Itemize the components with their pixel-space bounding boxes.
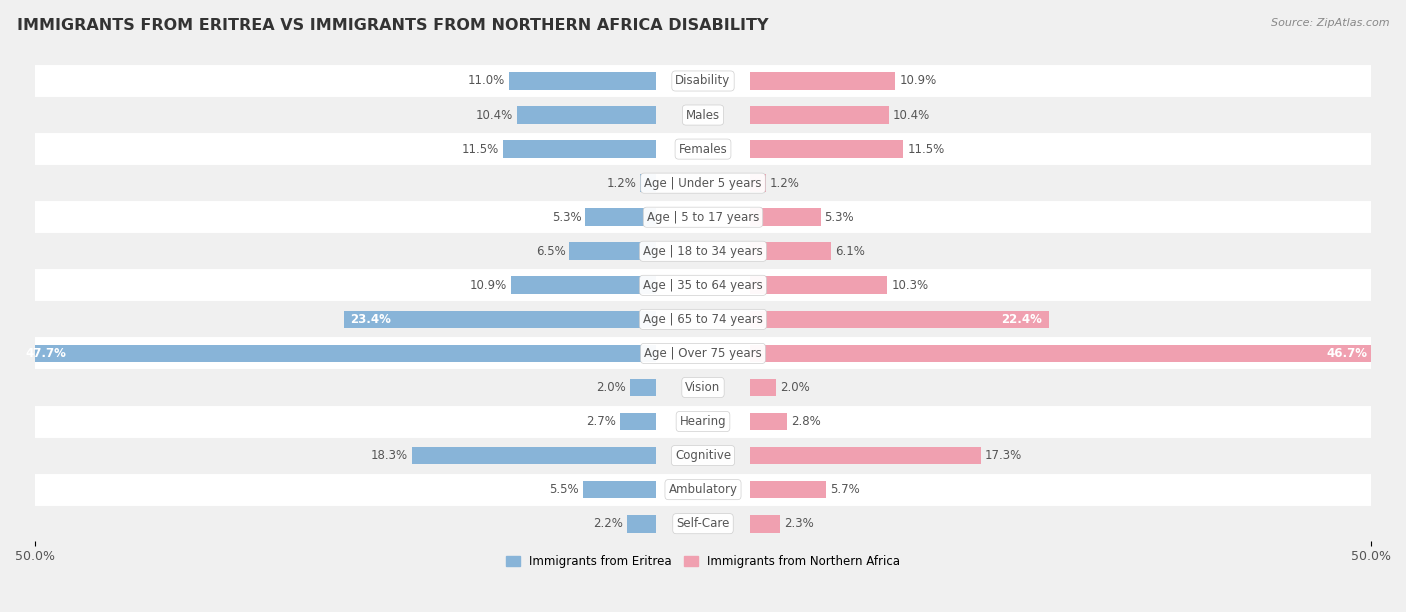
Bar — [749, 310, 1049, 328]
Bar — [749, 277, 887, 294]
Text: 5.5%: 5.5% — [550, 483, 579, 496]
Bar — [749, 242, 831, 260]
Text: 5.7%: 5.7% — [830, 483, 859, 496]
Text: Hearing: Hearing — [679, 415, 727, 428]
Bar — [412, 447, 657, 465]
Text: 23.4%: 23.4% — [350, 313, 391, 326]
Text: 2.2%: 2.2% — [593, 517, 623, 530]
Bar — [749, 208, 821, 226]
Bar — [749, 481, 825, 499]
Bar — [35, 98, 1371, 132]
Text: 6.5%: 6.5% — [536, 245, 565, 258]
Legend: Immigrants from Eritrea, Immigrants from Northern Africa: Immigrants from Eritrea, Immigrants from… — [501, 551, 905, 573]
Bar — [35, 166, 1371, 200]
Text: 2.3%: 2.3% — [785, 517, 814, 530]
Text: 5.3%: 5.3% — [824, 211, 855, 224]
Bar — [640, 174, 657, 192]
Text: Cognitive: Cognitive — [675, 449, 731, 462]
Bar — [510, 277, 657, 294]
Text: 2.0%: 2.0% — [780, 381, 810, 394]
Text: 10.4%: 10.4% — [893, 108, 929, 122]
Bar — [569, 242, 657, 260]
Bar — [35, 200, 1371, 234]
Text: 18.3%: 18.3% — [371, 449, 408, 462]
Text: 10.3%: 10.3% — [891, 279, 928, 292]
Text: 46.7%: 46.7% — [1326, 347, 1367, 360]
Bar — [749, 345, 1374, 362]
Bar — [749, 412, 787, 430]
Text: 22.4%: 22.4% — [1001, 313, 1042, 326]
Text: 11.5%: 11.5% — [907, 143, 945, 155]
Bar — [35, 64, 1371, 98]
Bar — [343, 310, 657, 328]
Bar — [35, 132, 1371, 166]
Text: 1.2%: 1.2% — [606, 177, 636, 190]
Text: Age | 18 to 34 years: Age | 18 to 34 years — [643, 245, 763, 258]
Text: Disability: Disability — [675, 75, 731, 88]
Bar — [749, 106, 889, 124]
Bar — [35, 234, 1371, 268]
Bar — [35, 268, 1371, 302]
Text: 10.9%: 10.9% — [900, 75, 936, 88]
Bar — [749, 174, 766, 192]
Text: Age | 5 to 17 years: Age | 5 to 17 years — [647, 211, 759, 224]
Text: 1.2%: 1.2% — [770, 177, 800, 190]
Text: Age | 65 to 74 years: Age | 65 to 74 years — [643, 313, 763, 326]
Bar — [35, 302, 1371, 337]
Bar — [582, 481, 657, 499]
Bar — [509, 72, 657, 90]
Bar — [18, 345, 657, 362]
Text: 11.5%: 11.5% — [461, 143, 499, 155]
Text: 11.0%: 11.0% — [468, 75, 505, 88]
Bar — [35, 507, 1371, 541]
Text: Source: ZipAtlas.com: Source: ZipAtlas.com — [1271, 18, 1389, 28]
Text: 10.4%: 10.4% — [477, 108, 513, 122]
Text: 5.3%: 5.3% — [551, 211, 582, 224]
Text: 2.7%: 2.7% — [586, 415, 616, 428]
Text: 10.9%: 10.9% — [470, 279, 506, 292]
Bar — [35, 472, 1371, 507]
Bar — [35, 405, 1371, 439]
Bar — [749, 515, 780, 532]
Text: IMMIGRANTS FROM ERITREA VS IMMIGRANTS FROM NORTHERN AFRICA DISABILITY: IMMIGRANTS FROM ERITREA VS IMMIGRANTS FR… — [17, 18, 768, 34]
Text: Age | Under 5 years: Age | Under 5 years — [644, 177, 762, 190]
Text: Age | 35 to 64 years: Age | 35 to 64 years — [643, 279, 763, 292]
Text: 2.0%: 2.0% — [596, 381, 626, 394]
Text: Age | Over 75 years: Age | Over 75 years — [644, 347, 762, 360]
Bar — [630, 379, 657, 397]
Text: Ambulatory: Ambulatory — [668, 483, 738, 496]
Bar — [749, 72, 896, 90]
Bar — [517, 106, 657, 124]
Bar — [749, 379, 776, 397]
Text: 6.1%: 6.1% — [835, 245, 865, 258]
Bar — [35, 370, 1371, 405]
Text: Males: Males — [686, 108, 720, 122]
Bar — [585, 208, 657, 226]
Bar — [502, 140, 657, 158]
Text: 2.8%: 2.8% — [792, 415, 821, 428]
Text: 17.3%: 17.3% — [984, 449, 1022, 462]
Bar — [35, 337, 1371, 370]
Text: Vision: Vision — [685, 381, 721, 394]
Bar — [620, 412, 657, 430]
Text: 47.7%: 47.7% — [25, 347, 66, 360]
Bar — [35, 439, 1371, 472]
Bar — [749, 447, 981, 465]
Bar — [749, 140, 904, 158]
Text: Females: Females — [679, 143, 727, 155]
Bar — [627, 515, 657, 532]
Text: Self-Care: Self-Care — [676, 517, 730, 530]
